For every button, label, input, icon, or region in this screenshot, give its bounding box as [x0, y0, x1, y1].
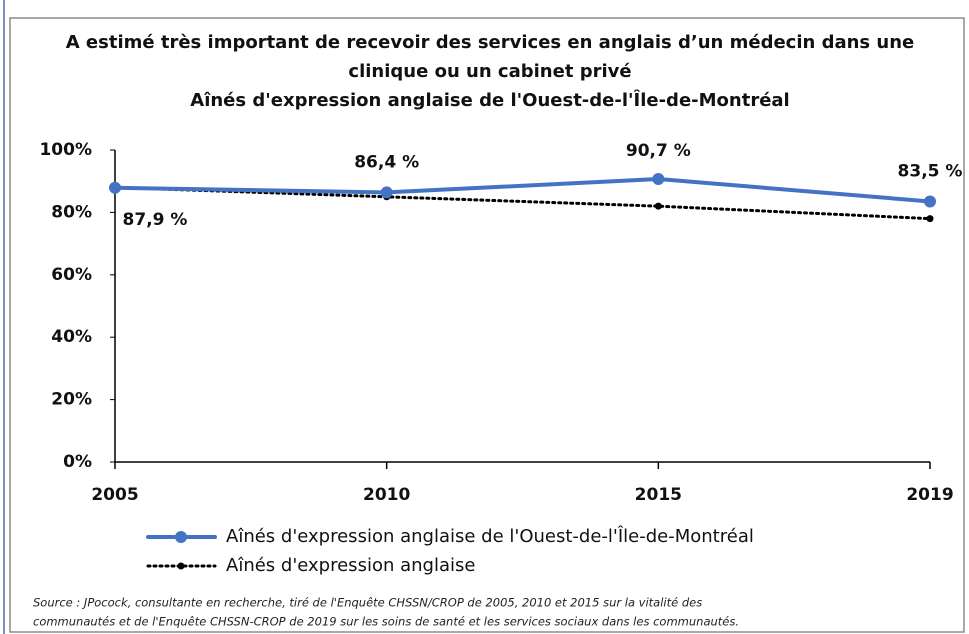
data-label: 90,7 %	[626, 141, 691, 161]
data-label: 87,9 %	[123, 210, 188, 230]
series-line	[113, 185, 932, 221]
data-point	[109, 181, 121, 194]
data-point	[652, 173, 665, 186]
y-tick-label: 60%	[51, 265, 92, 285]
legend-marker	[175, 531, 187, 543]
legend-marker	[177, 562, 185, 570]
y-tick-label: 20%	[51, 390, 92, 410]
y-tick-label: 80%	[51, 202, 92, 222]
legend-label: Aînés d'expression anglaise de l'Ouest-d…	[226, 525, 754, 547]
data-point	[924, 195, 936, 208]
x-tick-label: 2005	[91, 485, 138, 505]
y-tick-label: 0%	[63, 452, 92, 472]
x-tick-label: 2019	[906, 485, 953, 505]
chart-title: clinique ou un cabinet privé	[348, 61, 631, 82]
x-tick-label: 2015	[635, 485, 682, 505]
y-tick-label: 100%	[39, 140, 92, 160]
data-label: 83,5 %	[898, 161, 963, 181]
legend-label: Aînés d'expression anglaise	[226, 555, 475, 576]
source-note: communautés et de l'Enquête CHSSN-CROP d…	[33, 615, 739, 629]
source-note: Source : JPocock, consultante en recherc…	[33, 596, 702, 610]
chart-title: A estimé très important de recevoir des …	[66, 32, 915, 53]
data-label: 86,4 %	[354, 152, 419, 172]
chart-frame	[9, 17, 965, 633]
series-line	[113, 177, 932, 204]
x-tick-label: 2010	[363, 485, 410, 505]
data-point	[926, 215, 934, 223]
y-tick-label: 40%	[51, 327, 92, 347]
data-point	[654, 202, 662, 210]
chart-title: Aînés d'expression anglaise de l'Ouest-d…	[190, 89, 789, 111]
data-point	[380, 186, 393, 199]
